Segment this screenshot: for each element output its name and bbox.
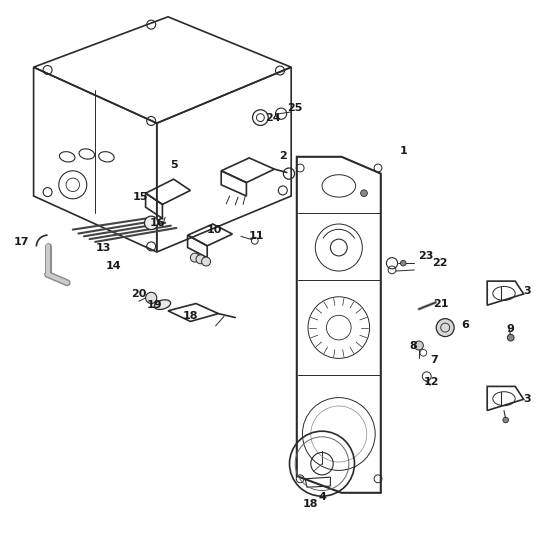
Text: 3: 3: [524, 394, 531, 404]
Text: 8: 8: [409, 341, 417, 351]
Circle shape: [400, 260, 406, 266]
Text: 19: 19: [146, 300, 162, 310]
Circle shape: [144, 216, 158, 230]
Text: 14: 14: [105, 261, 121, 271]
Text: 6: 6: [461, 320, 469, 330]
Circle shape: [196, 255, 205, 264]
Circle shape: [361, 190, 367, 197]
Text: 16: 16: [150, 218, 166, 228]
Circle shape: [190, 253, 199, 262]
Circle shape: [503, 417, 508, 423]
Text: 3: 3: [524, 286, 531, 296]
Text: 22: 22: [432, 258, 447, 268]
Text: 20: 20: [131, 289, 147, 299]
Circle shape: [202, 257, 211, 266]
Text: 1: 1: [399, 146, 407, 156]
Text: 2: 2: [279, 151, 287, 161]
Ellipse shape: [154, 300, 171, 310]
Text: 23: 23: [418, 251, 433, 262]
Text: 25: 25: [287, 103, 303, 113]
Text: 9: 9: [507, 324, 515, 334]
Text: 10: 10: [206, 225, 222, 235]
Circle shape: [146, 292, 157, 304]
Circle shape: [414, 341, 423, 350]
Text: 12: 12: [423, 377, 439, 388]
Text: 18: 18: [303, 499, 319, 509]
Circle shape: [436, 319, 454, 337]
Text: 13: 13: [96, 242, 111, 253]
Text: 7: 7: [430, 354, 438, 365]
Text: 21: 21: [433, 298, 449, 309]
Text: 18: 18: [183, 311, 198, 321]
Text: 5: 5: [170, 160, 178, 170]
Text: 24: 24: [265, 113, 281, 123]
Text: 4: 4: [318, 492, 326, 502]
Circle shape: [507, 334, 514, 341]
Text: 15: 15: [132, 192, 148, 202]
Text: 17: 17: [13, 237, 29, 247]
Text: 11: 11: [249, 231, 264, 241]
